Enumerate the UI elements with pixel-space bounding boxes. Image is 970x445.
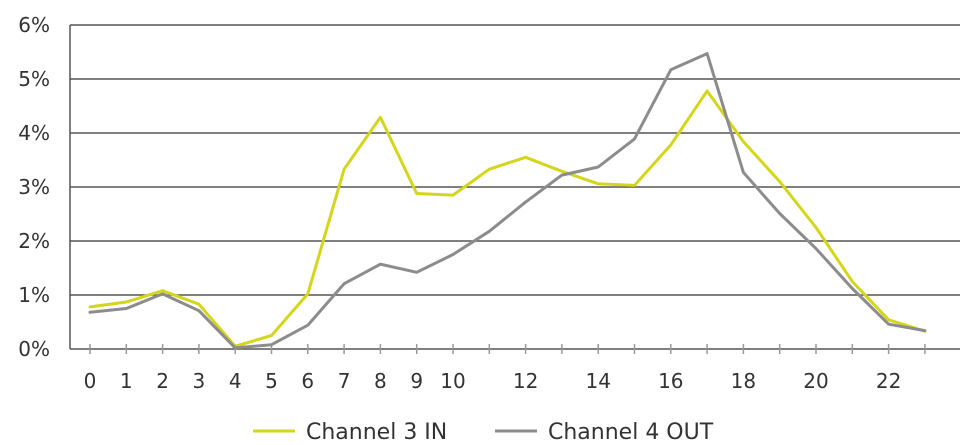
y-tick-label: 1% [18,283,50,307]
legend-label-1: Channel 3 IN [306,420,447,445]
x-tick-label: 0 [84,369,97,393]
y-tick-label: 6% [18,13,50,37]
series-line-2 [88,52,927,350]
x-tick-label: 9 [410,369,423,393]
x-tick-label: 8 [374,369,387,393]
x-tick-label: 4 [229,369,242,393]
x-tick-label: 5 [265,369,278,393]
y-tick-label: 0% [18,337,50,361]
y-tick-label: 5% [18,67,50,91]
x-tick-label: 14 [585,369,610,393]
x-tick-label: 7 [338,369,351,393]
series-line-1 [88,89,927,348]
x-tick-label: 20 [803,369,828,393]
y-tick-label: 2% [18,229,50,253]
y-tick-label: 4% [18,121,50,145]
x-tick-label: 1 [120,369,133,393]
x-tick-label: 16 [658,369,683,393]
legend-label-2: Channel 4 OUT [548,420,714,445]
x-tick-label: 18 [731,369,756,393]
x-tick-label: 12 [513,369,538,393]
x-tick-label: 3 [193,369,206,393]
y-tick-label: 3% [18,175,50,199]
x-tick-label: 22 [876,369,901,393]
x-tick-label: 10 [440,369,465,393]
x-tick-label: 2 [156,369,169,393]
x-tick-label: 6 [301,369,314,393]
